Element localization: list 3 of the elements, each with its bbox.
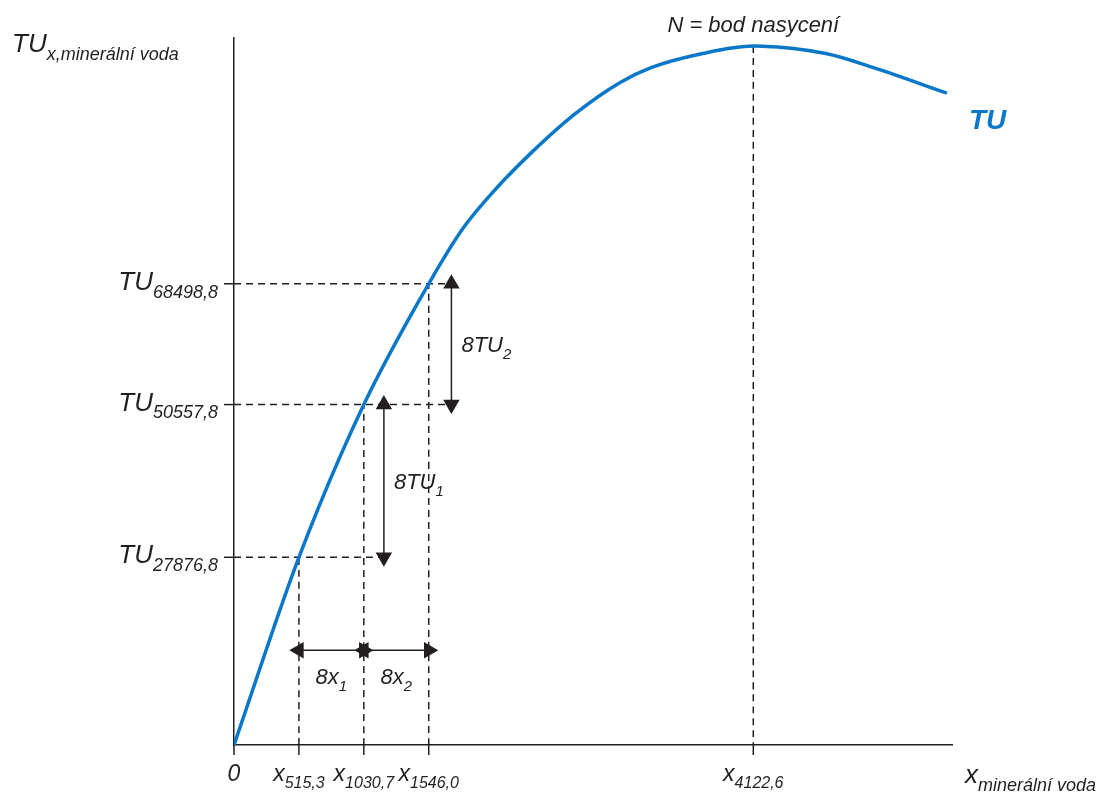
series-label: TU — [968, 104, 1008, 136]
annotation: N = bod nasycení — [667, 12, 842, 38]
x-tick-label: 0 — [227, 760, 241, 786]
